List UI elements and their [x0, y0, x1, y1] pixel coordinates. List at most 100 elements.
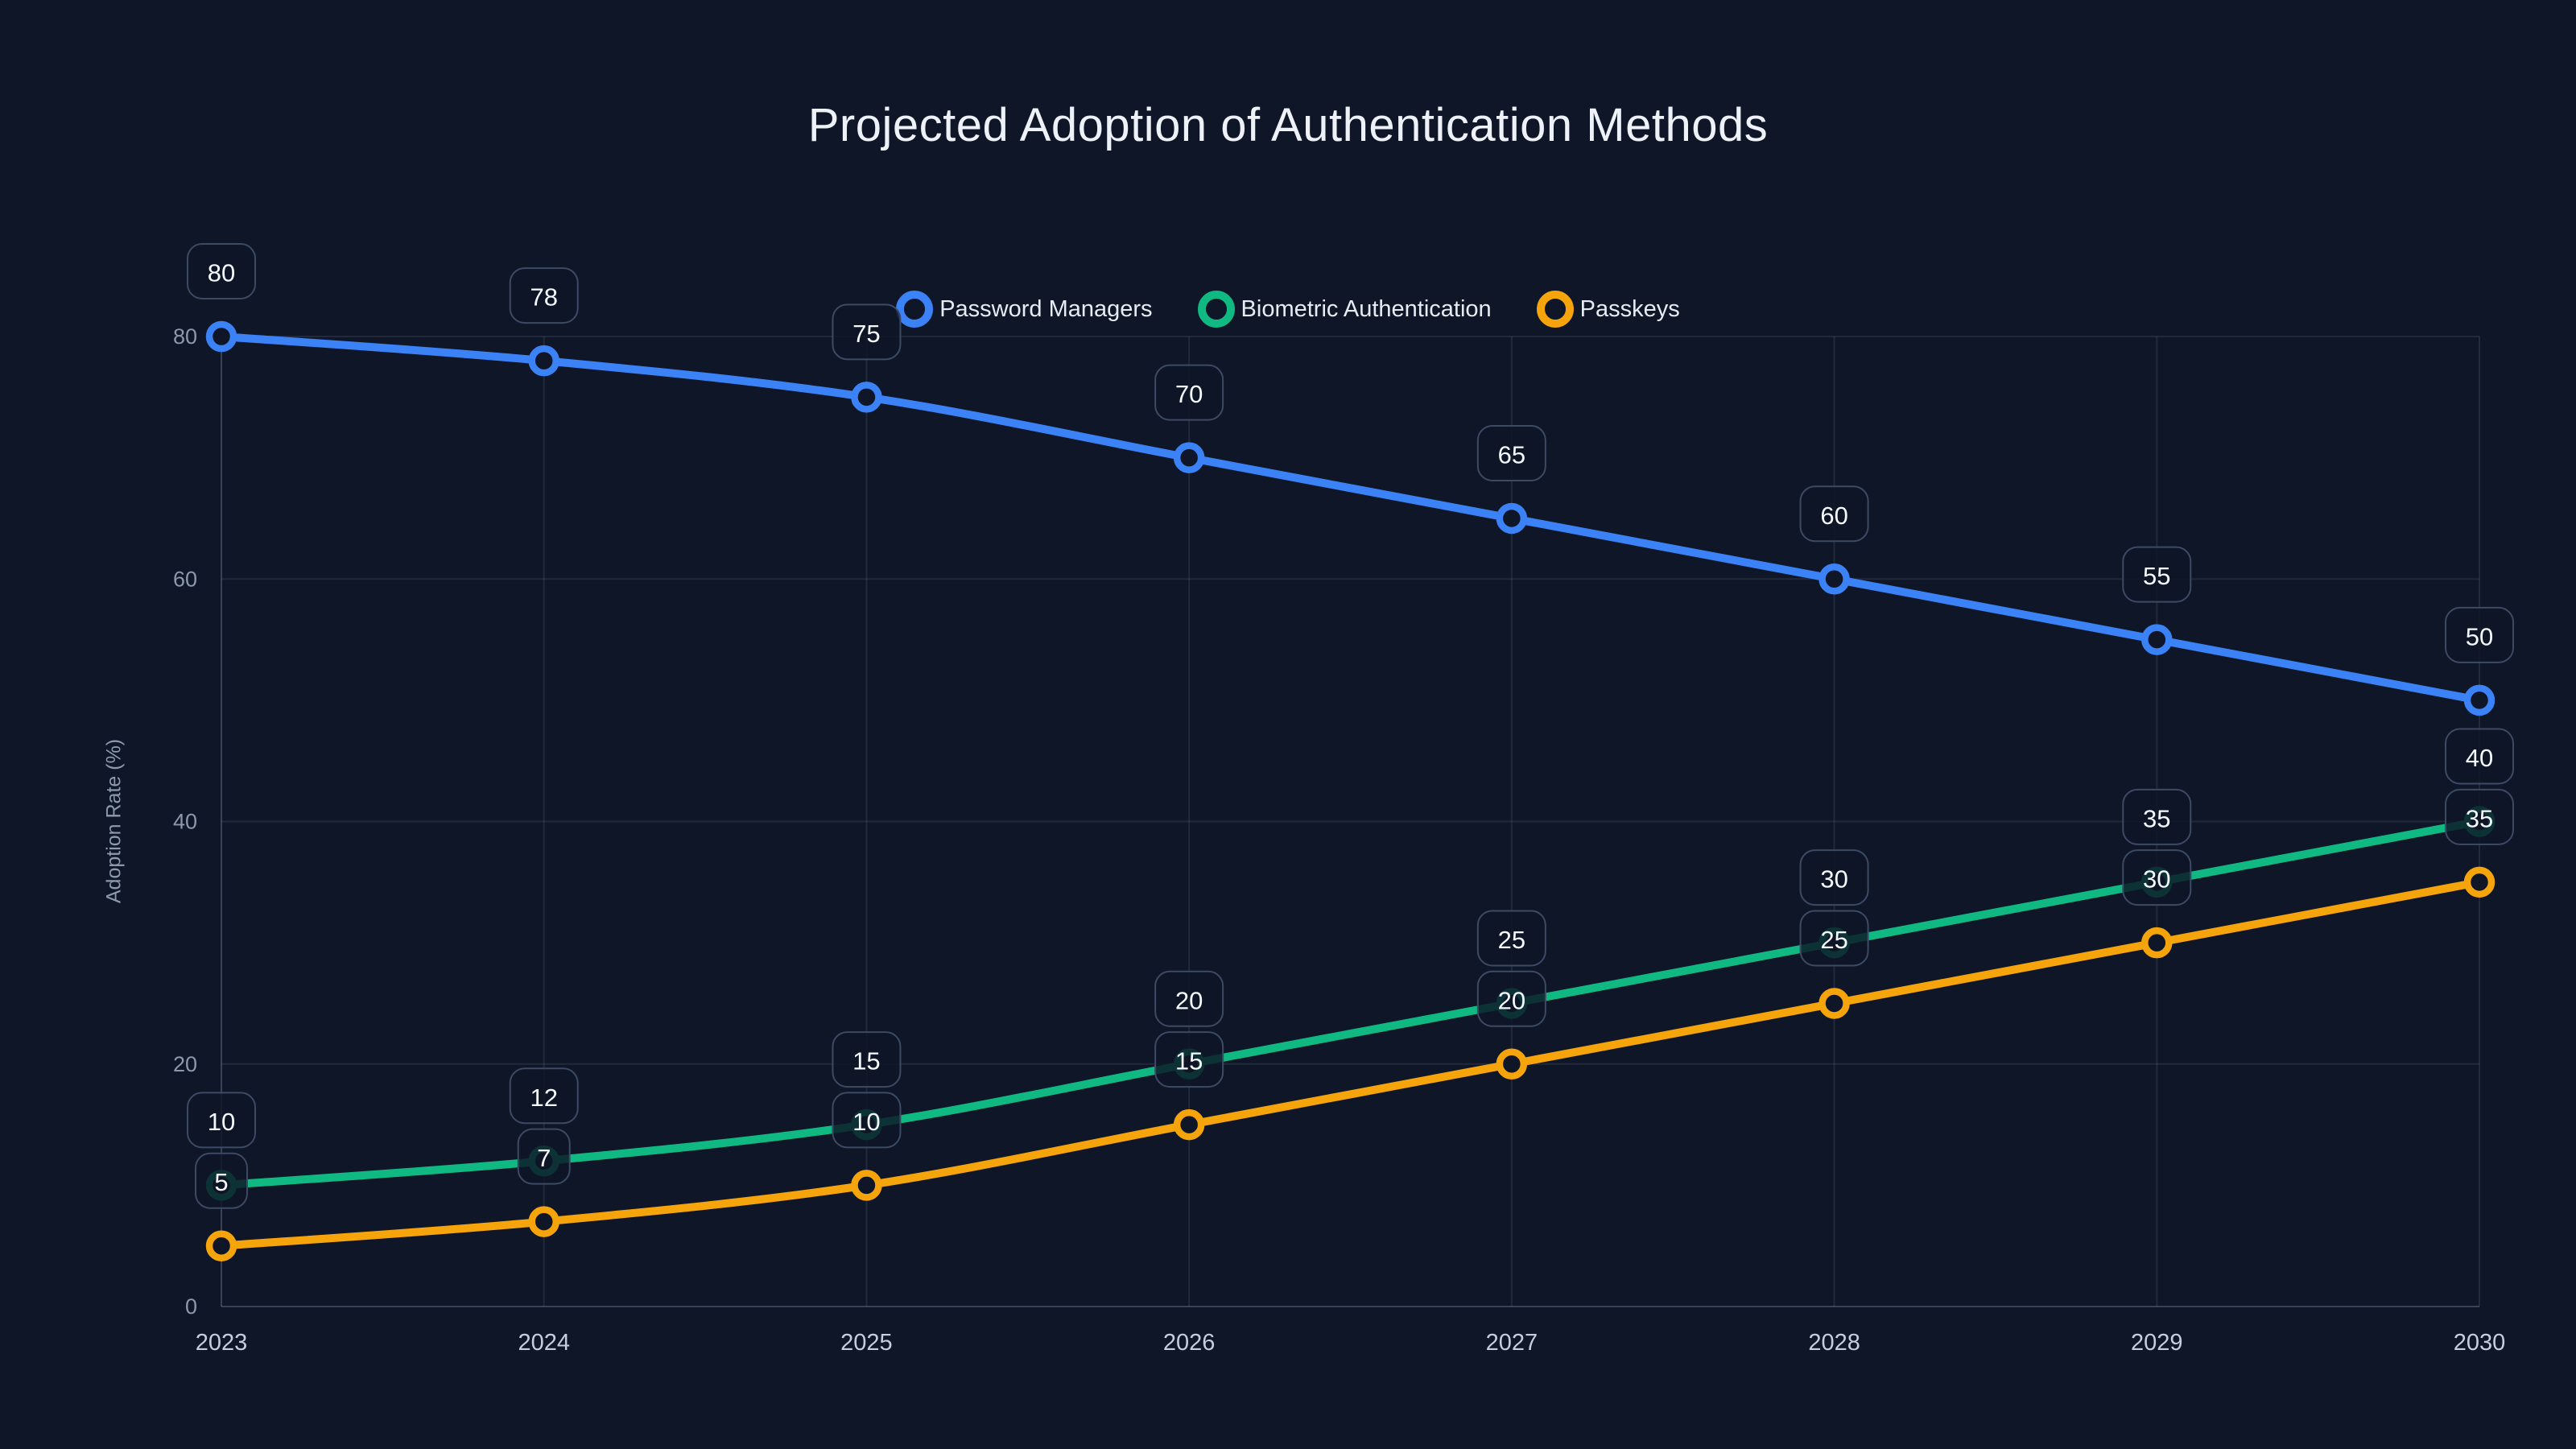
data-label-pill — [2445, 788, 2514, 845]
legend-marker-icon — [1197, 291, 1235, 328]
data-label: 20 — [1154, 970, 1224, 1027]
data-label: 10 — [187, 1092, 256, 1149]
data-label-pill — [1799, 910, 1869, 967]
data-label: 60 — [1799, 485, 1869, 543]
x-tick-label: 2025 — [840, 1330, 893, 1356]
data-label-pill — [1476, 910, 1546, 967]
data-label-value: 25 — [1820, 926, 1847, 954]
data-label: 40 — [2445, 728, 2514, 785]
data-label-pill — [832, 1031, 902, 1088]
data-point-passkeys-2026[interactable] — [1173, 1108, 1205, 1141]
data-point-password-managers-2025[interactable] — [851, 382, 882, 413]
data-label-value: 75 — [852, 320, 880, 348]
x-tick-label: 2024 — [518, 1330, 570, 1356]
data-point-passkeys-2024[interactable] — [528, 1206, 559, 1237]
legend-item-label: Passkeys — [1579, 295, 1680, 322]
data-label-value: 35 — [2466, 804, 2493, 832]
data-label-pill — [2445, 606, 2514, 663]
x-tick-label: 2027 — [1486, 1330, 1538, 1356]
chart-title: Projected Adoption of Authentication Met… — [807, 99, 1769, 151]
y-tick-label: 80 — [173, 324, 197, 349]
data-label: 12 — [509, 1067, 579, 1125]
legend-marker-icon — [1536, 291, 1574, 328]
data-label: 50 — [2445, 606, 2514, 663]
data-point-passkeys-2030[interactable] — [2463, 866, 2496, 898]
data-label: 75 — [832, 303, 902, 361]
legend-item-passkeys[interactable]: Passkeys — [1536, 291, 1680, 328]
data-point-password-managers-2026[interactable] — [1173, 442, 1205, 473]
data-label-pill — [517, 1128, 571, 1185]
data-label-pill — [1154, 970, 1224, 1027]
data-label: 10 — [832, 1092, 902, 1149]
data-point-password-managers-2024[interactable] — [528, 345, 559, 377]
data-label: 5 — [195, 1152, 248, 1209]
data-label-pill — [2445, 728, 2514, 785]
data-label: 65 — [1476, 424, 1546, 481]
data-point-password-managers-2029[interactable] — [2141, 624, 2173, 655]
x-tick-label: 2026 — [1163, 1330, 1216, 1356]
data-label-pill — [1799, 849, 1869, 906]
data-label-value: 10 — [852, 1108, 880, 1136]
data-label-value: 40 — [2466, 744, 2493, 772]
data-point-passkeys-2027[interactable] — [1496, 1048, 1528, 1080]
data-label-value: 50 — [2466, 622, 2493, 650]
data-label: 30 — [1799, 849, 1869, 906]
x-tick-label: 2023 — [196, 1330, 248, 1356]
data-label: 7 — [517, 1128, 571, 1185]
series-line-biometric-authentication — [217, 817, 2483, 1190]
legend-item-biometric-authentication[interactable]: Biometric Authentication — [1197, 291, 1492, 328]
x-tick-label: 2030 — [2454, 1330, 2506, 1356]
x-tick-label: 2028 — [1808, 1330, 1860, 1356]
y-tick-label: 40 — [173, 810, 197, 834]
data-label: 15 — [832, 1031, 902, 1088]
data-label-pill — [832, 1092, 902, 1149]
data-label-value: 20 — [1498, 986, 1525, 1014]
data-label-value: 20 — [1175, 986, 1203, 1014]
data-label-value: 55 — [2143, 562, 2170, 590]
y-tick-label: 60 — [173, 567, 197, 591]
data-label: 78 — [509, 267, 579, 324]
data-label-pill — [509, 1067, 579, 1125]
data-label: 25 — [1799, 910, 1869, 967]
data-label-pill — [187, 1092, 256, 1149]
data-point-passkeys-2028[interactable] — [1818, 988, 1850, 1019]
data-label-value: 15 — [852, 1047, 880, 1075]
data-point-password-managers-2030[interactable] — [2463, 684, 2496, 716]
data-point-password-managers-2027[interactable] — [1496, 502, 1528, 535]
data-label-value: 30 — [2143, 865, 2170, 894]
data-label-pill — [187, 243, 256, 299]
data-label-value: 60 — [1820, 502, 1847, 530]
data-label-pill — [832, 303, 902, 361]
data-point-passkeys-2029[interactable] — [2141, 927, 2173, 959]
data-label-value: 15 — [1175, 1047, 1203, 1075]
data-label: 70 — [1154, 364, 1224, 421]
data-label-pill — [2122, 788, 2192, 845]
x-tick-label: 2029 — [2131, 1330, 2183, 1356]
legend: Password Managers Biometric Authenticatio… — [0, 283, 2576, 335]
series-line-password-managers — [217, 332, 2483, 704]
legend-item-label: Password Managers — [939, 295, 1153, 322]
data-label: 30 — [2122, 849, 2192, 906]
data-label-pill — [2122, 849, 2192, 906]
data-point-passkeys-2025[interactable] — [851, 1170, 882, 1201]
data-label-value: 65 — [1498, 440, 1525, 469]
data-label-value: 12 — [530, 1084, 557, 1112]
data-point-password-managers-2028[interactable] — [1818, 564, 1850, 595]
legend-item-password-managers[interactable]: Password Managers — [896, 291, 1153, 328]
data-point-passkeys-2023[interactable] — [205, 1230, 237, 1261]
data-label-pill — [1154, 364, 1224, 421]
data-label-value: 30 — [1820, 865, 1847, 894]
series-line-passkeys — [217, 877, 2483, 1250]
data-label-value: 25 — [1498, 926, 1525, 954]
y-tick-label: 20 — [173, 1052, 197, 1076]
data-label: 20 — [1476, 970, 1546, 1027]
data-label: 55 — [2122, 546, 2192, 603]
data-label-value: 7 — [537, 1144, 551, 1172]
data-label-pill — [2122, 546, 2192, 603]
data-point-password-managers-2023[interactable] — [205, 320, 237, 353]
data-label-value: 80 — [208, 259, 235, 287]
data-label: 35 — [2122, 788, 2192, 845]
data-label-pill — [1476, 424, 1546, 481]
data-label-value: 5 — [214, 1168, 228, 1196]
